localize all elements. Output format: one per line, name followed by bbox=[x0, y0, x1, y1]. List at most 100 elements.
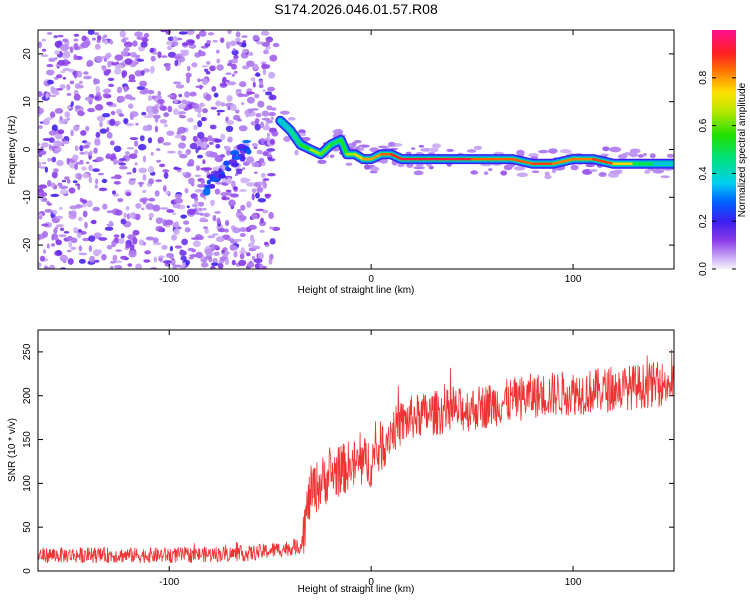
noise-blob bbox=[59, 254, 68, 262]
noise-blob bbox=[125, 206, 130, 211]
halo-blob bbox=[642, 153, 648, 157]
noise-blob bbox=[207, 135, 213, 142]
noise-blob bbox=[209, 65, 216, 72]
noise-blob bbox=[227, 106, 231, 111]
noise-blob bbox=[118, 237, 125, 244]
noise-blob bbox=[43, 266, 50, 269]
noise-blob bbox=[224, 145, 231, 151]
snr-ylabel: SNR (10 * v/v) bbox=[7, 418, 18, 482]
trace-core-segment bbox=[299, 143, 312, 151]
noise-blob bbox=[85, 125, 90, 132]
noise-blob bbox=[194, 196, 199, 202]
colorbar-tick-label: 0.8 bbox=[698, 70, 709, 84]
noise-blob bbox=[115, 249, 122, 253]
noise-blob bbox=[262, 151, 269, 157]
halo-blob bbox=[345, 162, 353, 166]
noise-blob bbox=[241, 48, 248, 54]
noise-blob bbox=[134, 149, 138, 155]
noise-blob bbox=[215, 100, 222, 107]
noise-blob bbox=[215, 143, 221, 149]
noise-blob bbox=[217, 228, 226, 233]
noise-blob bbox=[60, 227, 65, 232]
noise-blob bbox=[139, 80, 148, 88]
noise-blob bbox=[129, 244, 135, 251]
noise-blob bbox=[261, 160, 265, 164]
noise-blob bbox=[246, 60, 255, 67]
streak-blob bbox=[230, 162, 239, 168]
noise-blob bbox=[147, 165, 155, 174]
noise-blob bbox=[268, 94, 277, 101]
noise-blob bbox=[210, 199, 215, 206]
noise-blob bbox=[136, 58, 145, 62]
noise-blob bbox=[185, 72, 192, 78]
noise-blob bbox=[212, 258, 218, 263]
noise-blob bbox=[169, 245, 173, 252]
noise-blob bbox=[227, 136, 233, 143]
noise-blob bbox=[248, 242, 255, 248]
halo-blob bbox=[544, 174, 552, 180]
noise-blob bbox=[201, 207, 207, 211]
noise-blob bbox=[38, 161, 42, 168]
noise-blob bbox=[161, 55, 168, 58]
noise-blob bbox=[68, 187, 76, 194]
noise-blob bbox=[160, 30, 167, 33]
noise-blob bbox=[92, 37, 96, 41]
noise-blob bbox=[57, 129, 65, 135]
noise-blob bbox=[220, 83, 228, 87]
streak-blob bbox=[232, 155, 241, 160]
noise-blob bbox=[257, 198, 267, 203]
noise-blob bbox=[222, 76, 227, 84]
halo-blob bbox=[317, 159, 327, 164]
halo-blob bbox=[413, 166, 425, 170]
noise-blob bbox=[83, 150, 89, 155]
noise-blob bbox=[233, 250, 238, 258]
noise-blob bbox=[81, 199, 88, 204]
noise-blob bbox=[129, 212, 135, 219]
noise-blob bbox=[44, 209, 53, 213]
halo-blob bbox=[283, 136, 291, 142]
noise-blob bbox=[209, 124, 217, 130]
noise-blob bbox=[226, 79, 230, 83]
noise-blob bbox=[195, 85, 204, 89]
noise-blob bbox=[132, 229, 140, 236]
noise-blob bbox=[145, 105, 154, 113]
noise-blob bbox=[38, 262, 42, 268]
noise-blob bbox=[47, 32, 53, 35]
noise-blob bbox=[152, 51, 158, 55]
trace-core-segment bbox=[353, 153, 365, 161]
noise-blob bbox=[50, 94, 57, 98]
noise-blob bbox=[235, 170, 243, 175]
noise-blob bbox=[51, 234, 55, 241]
noise-blob bbox=[255, 72, 261, 77]
noise-blob bbox=[45, 117, 53, 120]
noise-blob bbox=[38, 107, 44, 115]
noise-blob bbox=[102, 88, 112, 94]
halo-blob bbox=[599, 172, 607, 176]
noise-blob bbox=[73, 72, 78, 79]
halo-blob bbox=[660, 175, 670, 179]
noise-blob bbox=[63, 50, 70, 57]
noise-blob bbox=[220, 37, 225, 43]
noise-blob bbox=[175, 84, 185, 89]
noise-blob bbox=[137, 181, 145, 185]
noise-blob bbox=[51, 171, 58, 179]
noise-blob bbox=[262, 89, 266, 93]
noise-blob bbox=[250, 77, 256, 82]
noise-blob bbox=[147, 137, 153, 144]
noise-blob bbox=[186, 30, 195, 35]
noise-blob bbox=[157, 136, 164, 144]
streak-blob bbox=[246, 148, 252, 155]
noise-blob bbox=[179, 115, 187, 119]
noise-blob bbox=[109, 118, 116, 126]
noise-blob bbox=[92, 206, 100, 212]
noise-blob bbox=[73, 33, 80, 37]
noise-blob bbox=[83, 75, 92, 80]
noise-blob bbox=[150, 152, 154, 156]
noise-blob bbox=[238, 125, 248, 132]
halo-blob bbox=[446, 148, 455, 152]
noise-blob bbox=[53, 228, 58, 234]
x-tick-label: 0 bbox=[368, 577, 374, 588]
noise-blob bbox=[124, 58, 133, 65]
noise-blob bbox=[225, 41, 231, 49]
noise-blob bbox=[70, 101, 74, 107]
